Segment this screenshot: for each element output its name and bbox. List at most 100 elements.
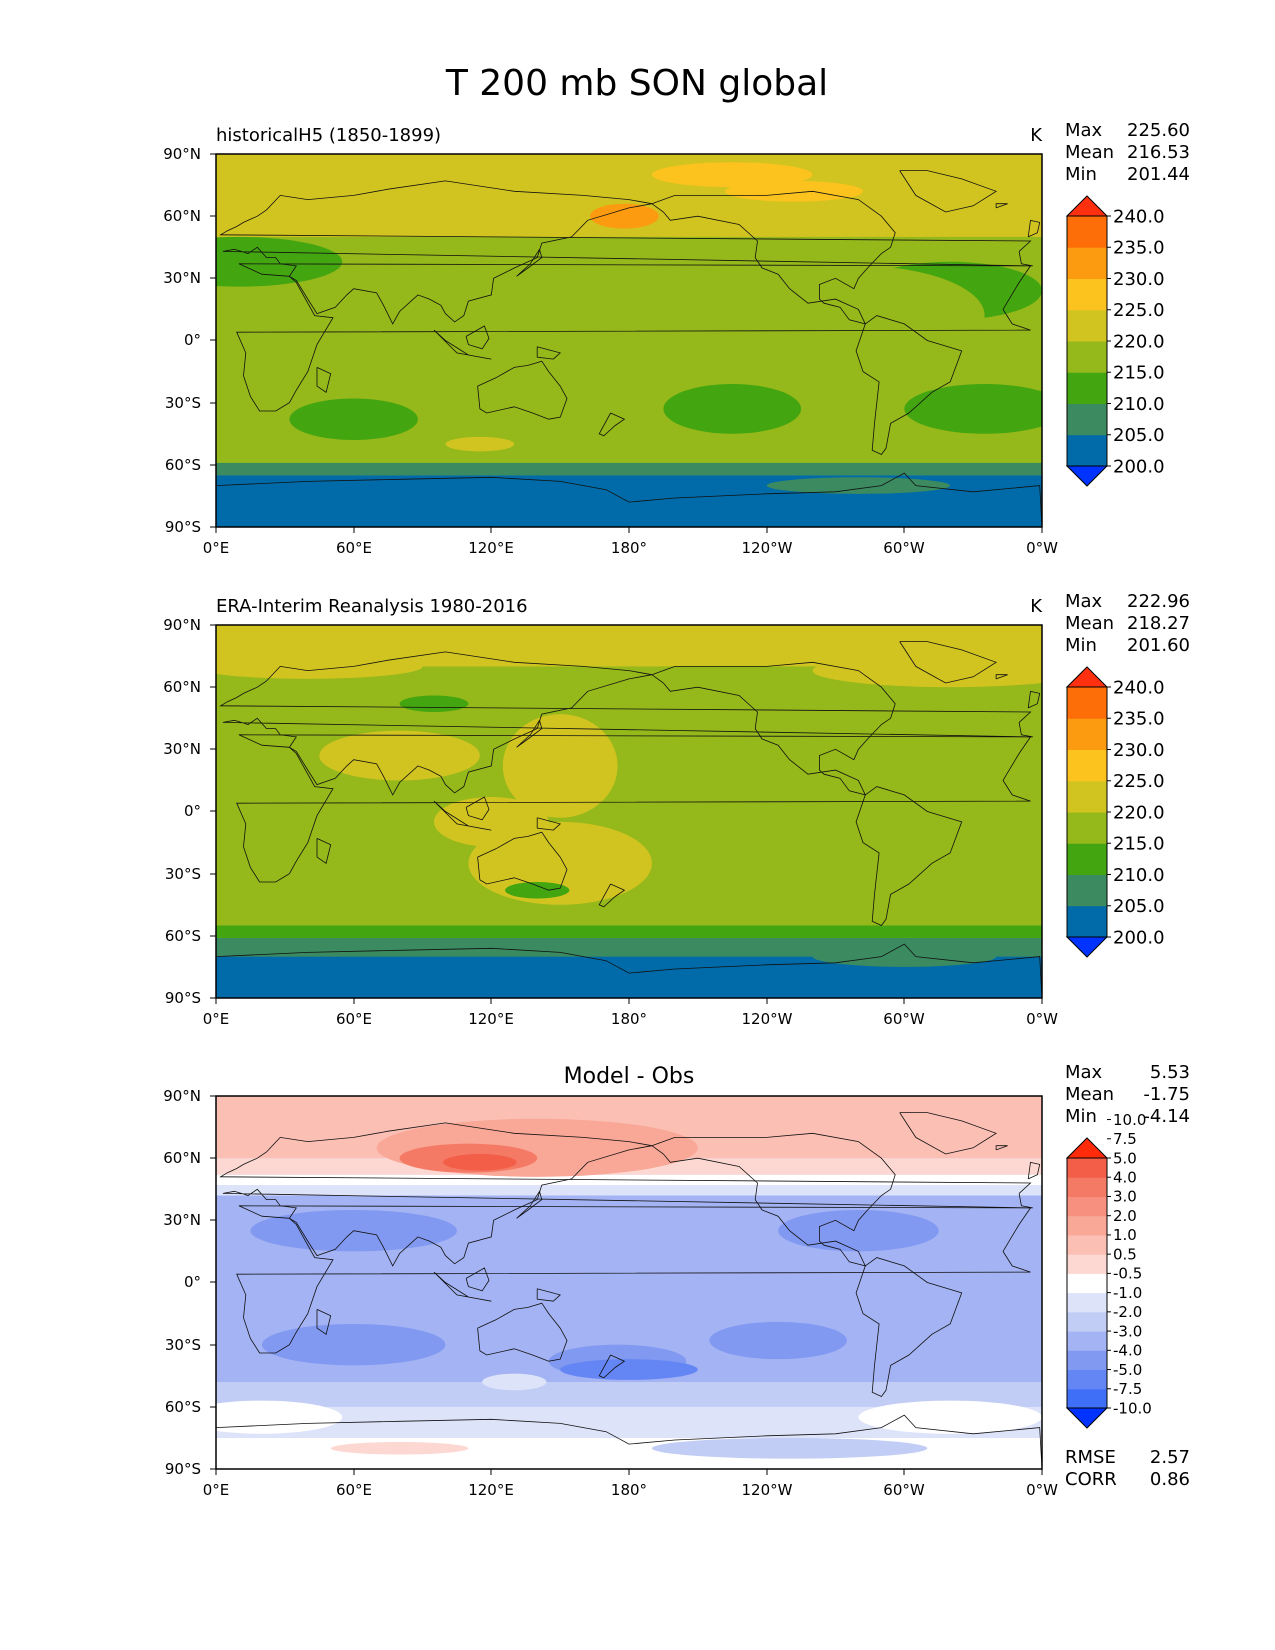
coastline	[899, 170, 998, 213]
panel-title: historicalH5 (1850-1899)	[216, 125, 441, 146]
colorbar-tick-label: 240.0	[1113, 677, 1165, 698]
colorbar-tick-label: 2.0	[1113, 1207, 1137, 1225]
colorbar-tick-label: -3.0	[1113, 1322, 1142, 1340]
contour-blob	[261, 1323, 446, 1366]
coastline	[1027, 1161, 1041, 1180]
coastline	[1027, 219, 1041, 238]
colorbar-tick-label: 235.0	[1113, 238, 1165, 259]
colorbar-tick-label: 4.0	[1113, 1168, 1137, 1186]
figure-title: T 200 mb SON global	[445, 63, 828, 104]
colorbar-swatch	[1067, 812, 1107, 844]
contour-band	[216, 1185, 1042, 1196]
colorbar-swatch	[1067, 247, 1107, 279]
lat-tick-label: 90°S	[165, 989, 201, 1007]
stat-min-label: Min	[1065, 164, 1097, 185]
colorbar-swatch	[1067, 1215, 1107, 1236]
colorbar-swatch	[1067, 1388, 1107, 1409]
coastline	[536, 817, 562, 831]
stat-mean-value: 218.27	[1127, 613, 1190, 634]
coastline	[651, 190, 896, 325]
coastline	[598, 1354, 626, 1379]
lon-tick-label: 60°W	[883, 1481, 925, 1499]
colorbar-swatch	[1067, 905, 1107, 938]
stat-max-label: Max	[1065, 120, 1103, 141]
stat-min-label: Min	[1065, 1106, 1097, 1127]
colorbar-swatch	[1067, 718, 1107, 750]
lon-tick-label: 120°E	[468, 1010, 514, 1028]
stat-mean-label: Mean	[1065, 1084, 1114, 1105]
lat-tick-label: 30°N	[163, 740, 201, 758]
lat-tick-labels: 90°N 60°N 30°N 0° 30°S 60°S 90°S	[163, 145, 201, 536]
colorbar-tick-label: 215.0	[1113, 363, 1165, 384]
contour-field	[216, 154, 1042, 527]
lon-tick-labels: 0°E 60°E 120°E 180° 120°W 60°W 0°W	[203, 539, 1058, 557]
lat-tick-label: 60°N	[163, 678, 201, 696]
coastline	[216, 472, 1042, 527]
lon-tick-label: 0°W	[1026, 539, 1058, 557]
colorbar-swatch	[1067, 843, 1107, 875]
colorbar-tick-label: 225.0	[1113, 300, 1165, 321]
lon-tick-label: 60°W	[883, 539, 925, 557]
lat-tick-label: 30°S	[165, 394, 201, 412]
lon-tick-label: 0°W	[1026, 1481, 1058, 1499]
contour-blob	[433, 796, 549, 847]
panel-diff: Model - Obs Max 5.53 Mean -1.75 Min -4.1…	[163, 1062, 1190, 1499]
coastline	[316, 838, 332, 864]
coastline	[216, 1414, 1042, 1469]
contour-band	[216, 1437, 1042, 1469]
contour-blob	[663, 384, 802, 434]
lat-tick-label: 60°S	[165, 1398, 201, 1416]
lon-tick-label: 60°E	[336, 1481, 372, 1499]
coastline	[477, 360, 568, 420]
colorbar-extend-max	[1065, 666, 1109, 688]
coastline	[855, 1257, 963, 1397]
coastline	[236, 734, 1032, 883]
lon-tick-label: 60°E	[336, 1010, 372, 1028]
contour-blob	[443, 1154, 517, 1171]
colorbar-swatch	[1067, 1196, 1107, 1217]
coastline	[477, 1302, 568, 1362]
coastline	[219, 651, 1033, 796]
lat-tick-label: 30°S	[165, 865, 201, 883]
coastline	[316, 367, 332, 393]
panel-obs: ERA-Interim Reanalysis 1980-2016 K Max 2…	[163, 591, 1190, 1028]
contour-band	[216, 925, 1042, 938]
lon-tick-label: 120°W	[742, 1481, 793, 1499]
colorbar-tick-label: -5.0	[1113, 1361, 1142, 1379]
lat-tick-label: 30°S	[165, 1336, 201, 1354]
lon-tick-labels: 0°E 60°E 120°E 180° 120°W 60°W 0°W	[203, 1481, 1058, 1499]
coastlines	[216, 641, 1042, 998]
colorbar-tick-label: -7.5	[1113, 1380, 1142, 1398]
lon-tick-label: 120°W	[742, 539, 793, 557]
stat-max-label: Max	[1065, 1062, 1103, 1083]
coastline	[651, 1132, 896, 1267]
coastline	[433, 800, 492, 831]
colorbar-swatch	[1067, 687, 1107, 719]
map-field	[216, 1096, 1042, 1469]
coastline	[236, 1205, 1032, 1354]
coastline	[995, 1145, 1008, 1151]
coastline	[1027, 690, 1041, 709]
panel-model: historicalH5 (1850-1899) K Max 225.60 Me…	[163, 120, 1190, 557]
colorbar: 200.0 205.0 210.0 215.0 220.0 225.0 230.0 235.0…	[1065, 666, 1165, 958]
stat-max-value: 5.53	[1150, 1062, 1190, 1083]
axis-ticks	[210, 153, 1043, 533]
colorbar-tick-label: -2.0	[1113, 1303, 1142, 1321]
coastline	[465, 325, 490, 350]
map-field	[216, 625, 1042, 998]
skill-scores: RMSE 2.57 CORR 0.86	[1065, 1447, 1190, 1490]
coastline	[516, 719, 543, 748]
contour-blob	[904, 384, 1042, 434]
colorbar-tick-label: 5.0	[1113, 1149, 1137, 1167]
contour-blob	[216, 1400, 343, 1434]
lon-tick-label: 120°W	[742, 1010, 793, 1028]
colorbar-tick-label: 220.0	[1113, 331, 1165, 352]
colorbar-swatch	[1067, 1311, 1107, 1332]
stat-mean-label: Mean	[1065, 613, 1114, 634]
contour-blob	[216, 303, 354, 387]
contour-blob	[858, 1400, 1042, 1434]
colorbar-swatch	[1067, 309, 1107, 342]
coastline	[536, 1288, 562, 1302]
lon-tick-label: 0°W	[1026, 1010, 1058, 1028]
lat-tick-label: 30°N	[163, 1211, 201, 1229]
